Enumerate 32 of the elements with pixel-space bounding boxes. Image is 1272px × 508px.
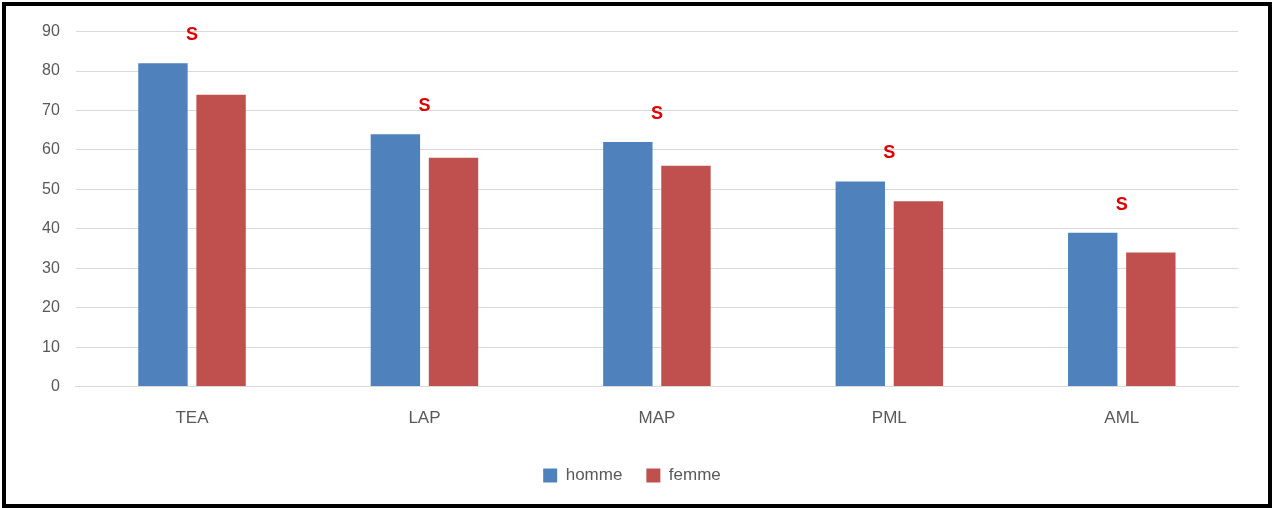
y-tick-label: 20 bbox=[42, 298, 60, 316]
bar bbox=[661, 165, 711, 387]
bar bbox=[428, 157, 479, 387]
x-tick-label: PML bbox=[871, 408, 907, 428]
annotation: S bbox=[186, 24, 199, 45]
annotation: S bbox=[883, 142, 896, 163]
y-tick-label: 70 bbox=[42, 100, 60, 118]
bar bbox=[196, 94, 246, 387]
x-tick-label: AML bbox=[1104, 408, 1140, 428]
y-tick-label: 60 bbox=[42, 140, 60, 158]
y-tick-label: 10 bbox=[42, 337, 60, 355]
x-tick-label: MAP bbox=[638, 408, 676, 428]
bar bbox=[1126, 252, 1176, 387]
annotation: S bbox=[1115, 193, 1128, 214]
annotation: S bbox=[650, 103, 663, 124]
bar bbox=[835, 181, 885, 387]
y-tick-label: 90 bbox=[42, 22, 60, 40]
y-tick-label: 50 bbox=[42, 179, 60, 197]
legend-label: femme bbox=[668, 465, 721, 485]
x-tick-label: TEA bbox=[175, 408, 210, 428]
y-tick-label: 80 bbox=[42, 61, 60, 79]
x-tick-label: LAP bbox=[408, 408, 441, 428]
bar bbox=[370, 134, 421, 387]
y-tick-label: 0 bbox=[50, 377, 60, 395]
y-tick-label: 40 bbox=[42, 219, 60, 237]
annotation: S bbox=[418, 95, 431, 116]
bar bbox=[893, 201, 944, 387]
y-tick-label: 30 bbox=[42, 258, 60, 276]
bar bbox=[603, 142, 653, 387]
bar bbox=[138, 63, 188, 387]
legend-label: homme bbox=[565, 465, 623, 485]
bar bbox=[1068, 232, 1118, 387]
